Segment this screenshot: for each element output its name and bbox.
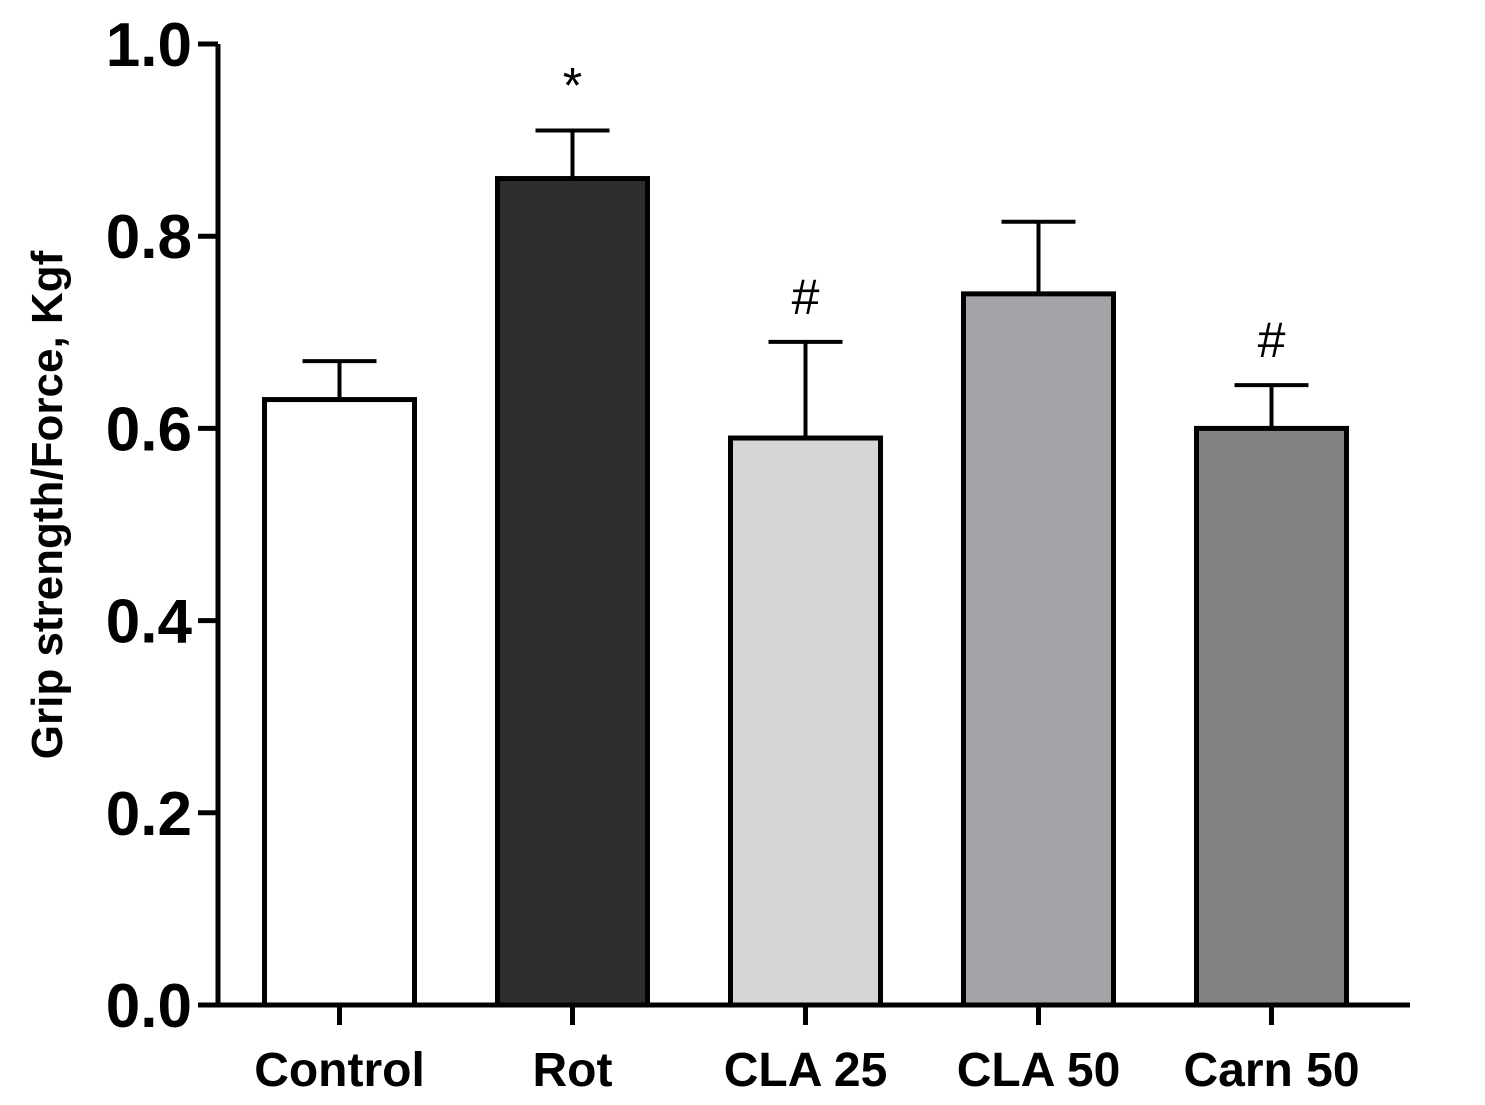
x-tick-label: Carn 50 xyxy=(1183,1044,1359,1097)
bar xyxy=(1194,425,1349,1008)
y-tick-label: 0.2 xyxy=(106,780,192,849)
y-axis-title: Grip strength/Force, Kgf xyxy=(23,250,72,759)
y-tick-label: 0.0 xyxy=(106,972,192,1041)
bar xyxy=(728,435,883,1008)
y-tick-label: 1.0 xyxy=(106,11,192,80)
bar xyxy=(961,291,1116,1008)
bar xyxy=(495,176,650,1008)
x-tick-label: Rot xyxy=(533,1044,613,1097)
significance-marker: # xyxy=(1258,312,1286,368)
y-tick-label: 0.6 xyxy=(106,395,192,464)
plot-area: 0.0 0.2 0.4 0.6 0.8 1.0 Control Rot * CLA 25 # CLA … xyxy=(106,11,1410,1097)
x-tick-label: Control xyxy=(254,1044,425,1097)
x-tick-label: CLA 25 xyxy=(724,1044,888,1097)
y-tick-label: 0.4 xyxy=(106,588,193,657)
significance-marker: * xyxy=(563,57,582,113)
x-tick-label: CLA 50 xyxy=(957,1044,1121,1097)
significance-marker: # xyxy=(792,269,820,325)
bar xyxy=(262,397,417,1008)
y-tick-label: 0.8 xyxy=(106,203,192,272)
